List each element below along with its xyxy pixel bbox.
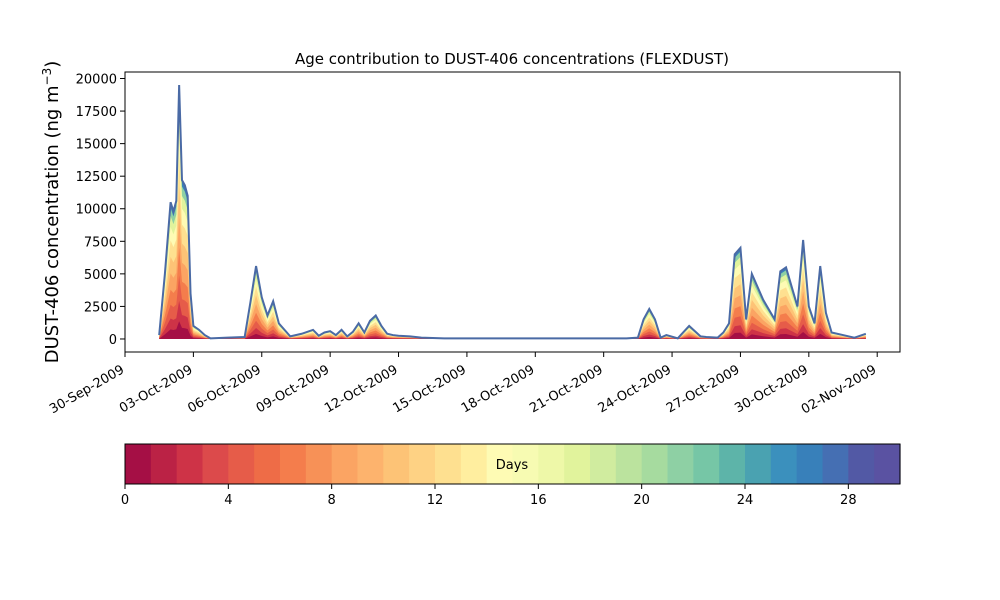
y-tick-label: 20000	[76, 73, 117, 88]
colorbar-swatch	[641, 444, 669, 484]
colorbar-swatch	[176, 444, 204, 484]
colorbar-swatch	[150, 444, 178, 484]
colorbar-swatch	[796, 444, 824, 484]
y-tick-label: 12500	[76, 170, 117, 185]
colorbar-swatch	[460, 444, 488, 484]
x-tick-label: 03-Oct-2009	[117, 362, 195, 416]
colorbar-swatch	[254, 444, 281, 484]
colorbar-swatch	[280, 444, 307, 484]
colorbar-swatch	[874, 444, 901, 484]
x-axis: 30-Sep-200903-Oct-200906-Oct-200909-Oct-…	[47, 352, 879, 417]
colorbar	[125, 444, 901, 484]
colorbar-swatch	[409, 444, 436, 484]
age-layer-area	[159, 275, 866, 339]
colorbar-swatch	[538, 444, 565, 484]
y-tick-label: 17500	[76, 105, 117, 120]
colorbar-swatch	[770, 444, 798, 484]
colorbar-swatch	[486, 444, 514, 484]
colorbar-swatch	[125, 444, 152, 484]
colorbar-swatch	[202, 444, 229, 484]
colorbar-axis: 0 4 8 12 16 20 24 28	[121, 484, 857, 508]
colorbar-tick-label: 16	[530, 493, 547, 508]
colorbar-tick-label: 28	[840, 493, 857, 508]
colorbar-swatch	[719, 444, 746, 484]
y-axis-label-main: DUST-406 concentration (ng m	[42, 85, 63, 363]
y-axis: 0 2500 5000 7500 10000 12500 15000 17500 20000	[76, 73, 125, 348]
colorbar-tick-label: 20	[633, 493, 650, 508]
colorbar-swatch	[357, 444, 384, 484]
total-concentration-line	[158, 84, 867, 340]
y-tick-label: 10000	[76, 203, 117, 218]
x-tick-label: 15-Oct-2009	[391, 362, 469, 416]
x-tick-label: 18-Oct-2009	[459, 362, 537, 416]
colorbar-tick-label: 8	[328, 493, 336, 508]
colorbar-tick-label: 4	[224, 493, 232, 508]
x-tick-label: 09-Oct-2009	[254, 362, 332, 416]
x-tick-label: 12-Oct-2009	[322, 362, 400, 416]
colorbar-swatch	[383, 444, 410, 484]
y-axis-label: DUST-406 concentration (ng m−3)	[40, 61, 63, 364]
colorbar-swatch	[822, 444, 849, 484]
age-layer-area	[159, 300, 866, 339]
colorbar-swatch	[512, 444, 539, 484]
y-tick-label: 2500	[84, 300, 117, 315]
colorbar-swatch	[228, 444, 255, 484]
age-contribution-layers	[159, 85, 866, 339]
colorbar-frame	[124, 443, 901, 485]
colorbar-label: Days	[496, 458, 529, 473]
y-axis-label-superscript: −3	[40, 68, 54, 86]
x-tick-label: 02-Nov-2009	[799, 362, 879, 417]
colorbar-swatch	[848, 444, 875, 484]
colorbar-swatch	[667, 444, 694, 484]
x-tick-label: 21-Oct-2009	[527, 362, 605, 416]
colorbar-swatch	[305, 444, 333, 484]
colorbar-swatch	[564, 444, 591, 484]
colorbar-swatch	[590, 444, 617, 484]
age-layer-area	[159, 321, 866, 339]
chart-title: Age contribution to DUST-406 concentrati…	[295, 50, 729, 68]
colorbar-swatch	[615, 444, 643, 484]
y-axis-label-close: )	[42, 61, 63, 68]
y-tick-label: 5000	[84, 268, 117, 283]
x-tick-label: 27-Oct-2009	[664, 362, 742, 416]
y-tick-label: 7500	[84, 235, 117, 250]
colorbar-tick-label: 12	[427, 493, 444, 508]
colorbar-swatch	[435, 444, 462, 484]
colorbar-swatch	[331, 444, 359, 484]
colorbar-tick-label: 24	[737, 493, 754, 508]
x-tick-label: 30-Oct-2009	[732, 362, 810, 416]
colorbar-swatch	[745, 444, 772, 484]
y-tick-label: 0	[109, 333, 117, 348]
colorbar-tick-label: 0	[121, 493, 129, 508]
colorbar-swatch	[693, 444, 720, 484]
x-tick-label: 06-Oct-2009	[185, 362, 263, 416]
y-tick-label: 15000	[76, 138, 117, 153]
x-tick-label: 30-Sep-2009	[47, 362, 127, 417]
x-tick-label: 24-Oct-2009	[596, 362, 674, 416]
plot-frame	[124, 71, 901, 353]
